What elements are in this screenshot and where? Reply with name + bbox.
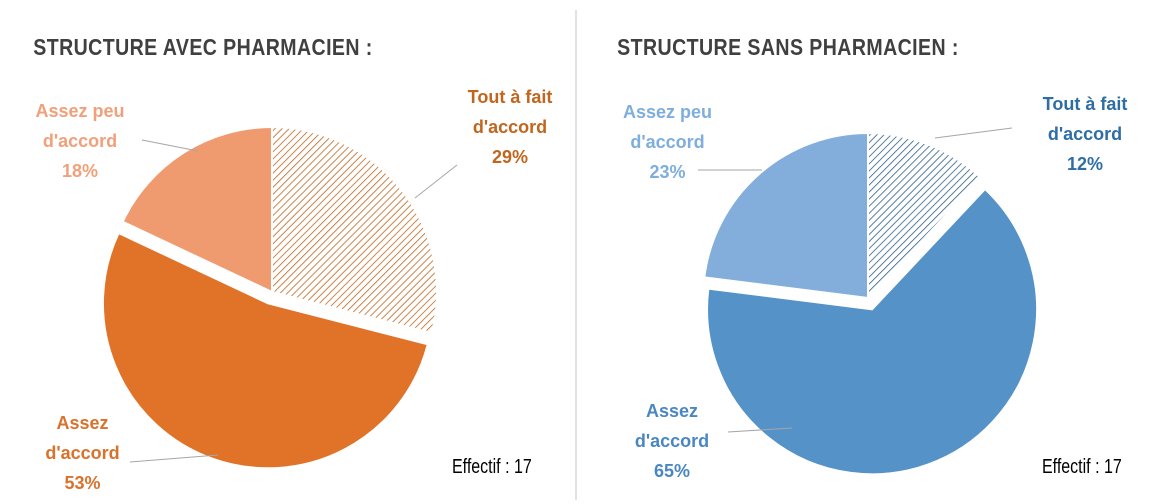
value-label: 18% <box>61 161 99 181</box>
pie-slice <box>706 187 1039 476</box>
annotation: Effectif : 17 <box>452 456 532 478</box>
category-label: Tout à fait d'accord <box>1042 94 1128 144</box>
category-label: Assez peu d'accord <box>622 102 713 152</box>
leader-line <box>129 454 219 463</box>
leader-line <box>934 127 1013 139</box>
data-label: Tout à fait d'accord 12% <box>1020 89 1150 179</box>
value-label: 23% <box>649 162 686 182</box>
leader-line <box>141 139 199 152</box>
data-label: Assez d'accord 65% <box>612 396 732 486</box>
data-label: Assez peu d'accord 23% <box>605 97 730 187</box>
value-label: 29% <box>491 147 529 167</box>
value-label: 65% <box>653 461 691 481</box>
pie-slice <box>703 131 869 300</box>
category-label: Tout à fait d'accord <box>467 87 553 137</box>
data-label: Assez d'accord 53% <box>25 408 140 498</box>
annotation: Effectif : 17 <box>1042 456 1122 478</box>
value-label: 12% <box>1066 154 1104 174</box>
value-label: 53% <box>64 473 101 493</box>
category-label: Assez peu d'accord <box>35 101 125 151</box>
data-label: Tout à fait d'accord 29% <box>455 82 565 172</box>
chart-title: STRUCTURE SANS PHARMACIEN : <box>617 34 959 60</box>
leader-line <box>727 427 793 433</box>
data-label: Assez peu d'accord 18% <box>5 96 155 186</box>
chart-title: STRUCTURE AVEC PHARMACIEN : <box>33 34 373 60</box>
leader-line <box>414 164 458 199</box>
pie-slice <box>867 131 983 301</box>
pie-slice <box>121 125 273 294</box>
category-label: Assez d'accord <box>634 401 710 451</box>
pie-slice <box>101 231 429 470</box>
category-label: Assez d'accord <box>45 413 120 463</box>
pie-slice <box>271 125 438 335</box>
